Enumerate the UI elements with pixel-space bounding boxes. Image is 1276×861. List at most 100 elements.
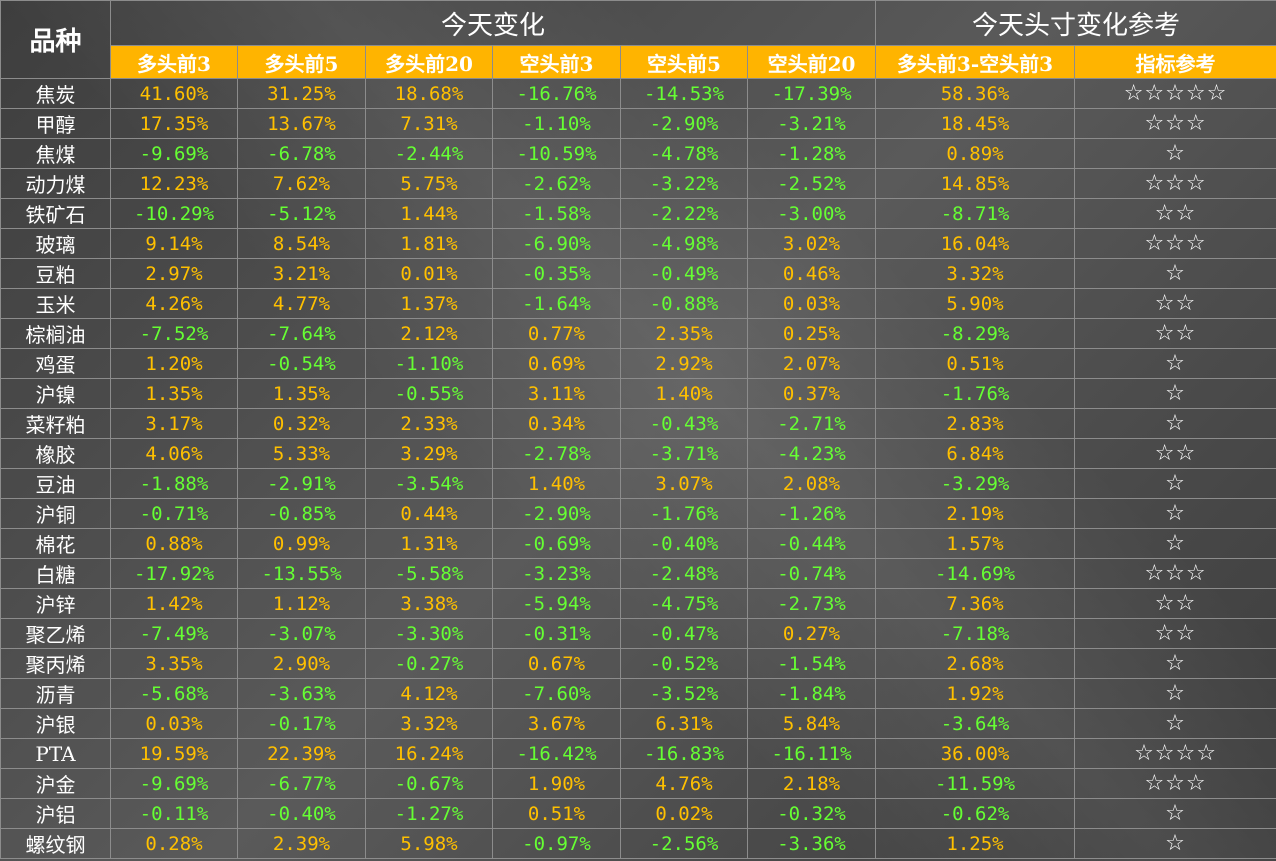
value-cell: 0.03% <box>110 708 238 739</box>
value-cell: -0.40% <box>237 798 366 829</box>
col-short-top3: 空头前3 <box>492 45 621 79</box>
table-row: 豆粕 2.97% 3.21% 0.01% -0.35% -0.49% 0.46% 3.32% ☆ <box>0 258 1276 289</box>
value-cell: -2.91% <box>237 468 366 499</box>
table-row: 焦煤 -9.69% -6.78% -2.44% -10.59% -4.78% -1.28% 0… <box>0 138 1276 169</box>
value-cell: 2.08% <box>746 468 877 499</box>
value-cell: 0.51% <box>492 798 621 829</box>
value-cell: -8.29% <box>875 318 1076 349</box>
table-row: 沪金 -9.69% -6.77% -0.67% 1.90% 4.76% 2.18% -11.5… <box>0 768 1276 799</box>
value-cell: -1.54% <box>746 648 877 679</box>
rating-stars: ☆☆☆ <box>1074 168 1276 199</box>
value-cell: -2.73% <box>746 588 877 619</box>
value-cell: 0.77% <box>492 318 621 349</box>
table-row: 沪镍 1.35% 1.35% -0.55% 3.11% 1.40% 0.37% -1.76% ☆ <box>0 378 1276 409</box>
value-cell: -9.69% <box>110 768 238 799</box>
value-cell: 18.45% <box>875 108 1076 139</box>
value-cell: -0.62% <box>875 798 1076 829</box>
table-row: 聚丙烯 3.35% 2.90% -0.27% 0.67% -0.52% -1.54% 2.68… <box>0 648 1276 679</box>
value-cell: 4.76% <box>620 768 748 799</box>
value-cell: -16.76% <box>492 78 621 109</box>
rating-stars: ☆ <box>1074 798 1276 829</box>
value-cell: -9.69% <box>110 138 238 169</box>
value-cell: 1.35% <box>237 378 366 409</box>
variety-name: 甲醇 <box>0 108 111 139</box>
value-cell: 12.23% <box>110 168 238 199</box>
value-cell: -0.32% <box>746 798 877 829</box>
value-cell: -3.21% <box>746 108 877 139</box>
table-row: 棉花 0.88% 0.99% 1.31% -0.69% -0.40% -0.44% 1.57%… <box>0 528 1276 559</box>
value-cell: -7.64% <box>237 318 366 349</box>
value-cell: -0.47% <box>620 618 748 649</box>
value-cell: -0.71% <box>110 498 238 529</box>
rating-stars: ☆ <box>1074 528 1276 559</box>
value-cell: 2.97% <box>110 258 238 289</box>
variety-name: 聚丙烯 <box>0 648 111 679</box>
value-cell: -3.30% <box>365 618 493 649</box>
value-cell: -11.59% <box>875 768 1076 799</box>
col-indicator: 指标参考 <box>1074 45 1276 79</box>
rating-stars: ☆ <box>1074 678 1276 709</box>
value-cell: 36.00% <box>875 738 1076 769</box>
value-cell: 1.25% <box>875 828 1076 859</box>
value-cell: 0.89% <box>875 138 1076 169</box>
value-cell: 2.92% <box>620 348 748 379</box>
value-cell: -3.23% <box>492 558 621 589</box>
rating-stars: ☆ <box>1074 258 1276 289</box>
value-cell: 3.67% <box>492 708 621 739</box>
value-cell: 0.01% <box>365 258 493 289</box>
value-cell: 1.20% <box>110 348 238 379</box>
rating-stars: ☆ <box>1074 138 1276 169</box>
table-row: 动力煤 12.23% 7.62% 5.75% -2.62% -3.22% -2.52% 14.… <box>0 168 1276 199</box>
value-cell: -1.64% <box>492 288 621 319</box>
today-change-header: 今天变化 <box>109 0 877 46</box>
value-cell: 5.84% <box>746 708 877 739</box>
table-row: 焦炭 41.60% 31.25% 18.68% -16.76% -14.53% -17.39… <box>0 78 1276 109</box>
value-cell: 1.42% <box>110 588 238 619</box>
value-cell: 18.68% <box>365 78 493 109</box>
rating-stars: ☆☆☆ <box>1074 558 1276 589</box>
table-row: 甲醇 17.35% 13.67% 7.31% -1.10% -2.90% -3.21% 18.… <box>0 108 1276 139</box>
value-cell: 0.51% <box>875 348 1076 379</box>
value-cell: 6.84% <box>875 438 1076 469</box>
variety-name: 棉花 <box>0 528 111 559</box>
value-cell: -3.64% <box>875 708 1076 739</box>
value-cell: 3.21% <box>237 258 366 289</box>
table-row: 白糖 -17.92% -13.55% -5.58% -3.23% -2.48% -0.74%… <box>0 558 1276 589</box>
value-cell: -3.36% <box>746 828 877 859</box>
value-cell: -0.27% <box>365 648 493 679</box>
rating-stars: ☆ <box>1074 408 1276 439</box>
value-cell: -2.62% <box>492 168 621 199</box>
table-row: 沪锌 1.42% 1.12% 3.38% -5.94% -4.75% -2.73% 7.36%… <box>0 588 1276 619</box>
value-cell: -2.56% <box>620 828 748 859</box>
value-cell: 31.25% <box>237 78 366 109</box>
table-row: 沥青 -5.68% -3.63% 4.12% -7.60% -3.52% -1.84% 1.9… <box>0 678 1276 709</box>
value-cell: -7.18% <box>875 618 1076 649</box>
col-long-top3: 多头前3 <box>110 45 238 79</box>
variety-name: 焦炭 <box>0 78 111 109</box>
variety-name: 沪锌 <box>0 588 111 619</box>
variety-name: 焦煤 <box>0 138 111 169</box>
col-short-top5: 空头前5 <box>620 45 748 79</box>
value-cell: -2.90% <box>620 108 748 139</box>
value-cell: 5.33% <box>237 438 366 469</box>
value-cell: -0.54% <box>237 348 366 379</box>
table-row: 豆油 -1.88% -2.91% -3.54% 1.40% 3.07% 2.08% -3.29… <box>0 468 1276 499</box>
value-cell: 2.19% <box>875 498 1076 529</box>
table-row: 聚乙烯 -7.49% -3.07% -3.30% -0.31% -0.47% 0.27% -7… <box>0 618 1276 649</box>
value-cell: 0.44% <box>365 498 493 529</box>
value-cell: -1.84% <box>746 678 877 709</box>
value-cell: 0.37% <box>746 378 877 409</box>
rating-stars: ☆ <box>1074 828 1276 859</box>
rating-stars: ☆☆☆ <box>1074 108 1276 139</box>
value-cell: -13.55% <box>237 558 366 589</box>
value-cell: 0.99% <box>237 528 366 559</box>
value-cell: -16.42% <box>492 738 621 769</box>
value-cell: 1.12% <box>237 588 366 619</box>
value-cell: -2.48% <box>620 558 748 589</box>
value-cell: -4.78% <box>620 138 748 169</box>
rating-stars: ☆☆☆ <box>1074 228 1276 259</box>
table-row: 沪银 0.03% -0.17% 3.32% 3.67% 6.31% 5.84% -3.64% ☆ <box>0 708 1276 739</box>
table-row: 橡胶 4.06% 5.33% 3.29% -2.78% -3.71% -4.23% 6.84%… <box>0 438 1276 469</box>
value-cell: -5.58% <box>365 558 493 589</box>
table-row: 铁矿石 -10.29% -5.12% 1.44% -1.58% -2.22% -3.00% -… <box>0 198 1276 229</box>
